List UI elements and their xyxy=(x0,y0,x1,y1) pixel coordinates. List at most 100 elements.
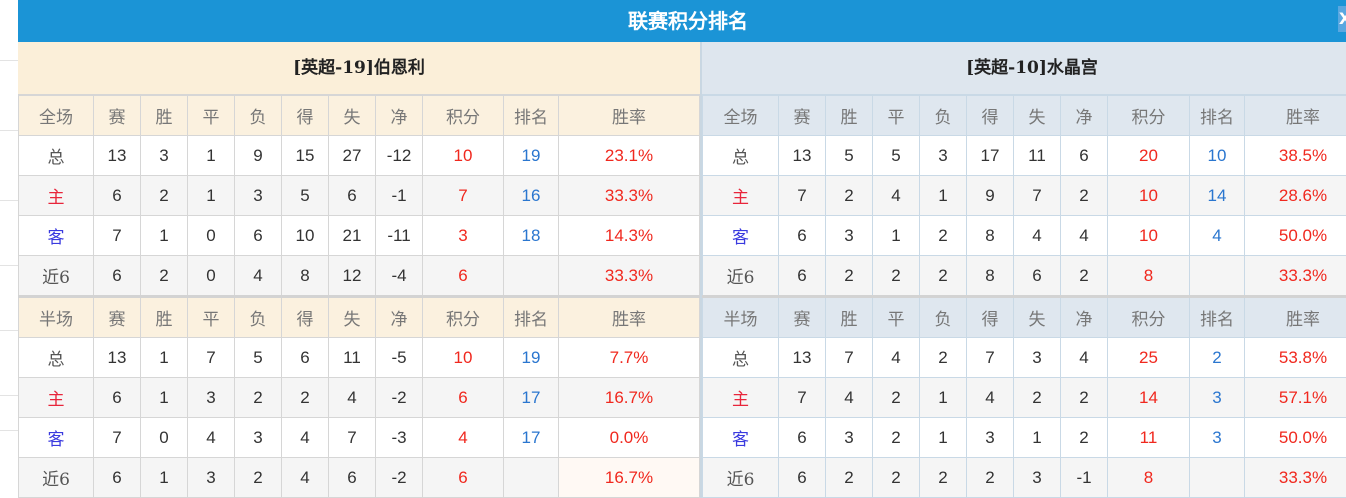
draws-cell: 5 xyxy=(873,136,920,176)
row-label-cell: 客 xyxy=(703,418,779,458)
column-header-win-rate: 胜率 xyxy=(559,297,700,338)
goals-against-cell: 7 xyxy=(329,418,376,458)
draws-cell: 0 xyxy=(188,256,235,297)
row-label-cell: 主 xyxy=(19,378,94,418)
win-rate-cell: 14.3% xyxy=(559,216,700,256)
goals-against-cell: 2 xyxy=(1014,378,1061,418)
full-header-row: 全场赛胜平负得失净积分排名胜率 xyxy=(19,96,700,136)
goals-for-cell: 4 xyxy=(282,418,329,458)
goals-against-cell: 4 xyxy=(1014,216,1061,256)
goal-diff-cell: -3 xyxy=(376,418,423,458)
goals-against-cell: 11 xyxy=(329,338,376,378)
row-label-cell: 主 xyxy=(703,176,779,216)
goal-diff-cell: -4 xyxy=(376,256,423,297)
win-rate-cell: 33.3% xyxy=(559,256,700,297)
team-name: [英超-10]水晶宫 xyxy=(702,42,1346,95)
wins-cell: 2 xyxy=(826,256,873,297)
goals-for-cell: 9 xyxy=(967,176,1014,216)
goals-against-cell: 27 xyxy=(329,136,376,176)
points-cell: 14 xyxy=(1108,378,1190,418)
losses-cell: 2 xyxy=(920,338,967,378)
column-header-row-label: 全场 xyxy=(703,96,779,136)
draws-cell: 4 xyxy=(188,418,235,458)
column-header-rank: 排名 xyxy=(1190,297,1245,338)
points-cell: 10 xyxy=(1108,216,1190,256)
wins-cell: 0 xyxy=(141,418,188,458)
column-header-played: 赛 xyxy=(94,297,141,338)
win-rate-cell: 16.7% xyxy=(559,378,700,418)
losses-cell: 3 xyxy=(235,418,282,458)
row-label-cell: 近6 xyxy=(703,256,779,297)
losses-cell: 1 xyxy=(920,176,967,216)
column-header-rank: 排名 xyxy=(504,297,559,338)
column-header-goals-against: 失 xyxy=(329,297,376,338)
column-header-row-label: 半场 xyxy=(19,297,94,338)
losses-cell: 5 xyxy=(235,338,282,378)
wins-cell: 5 xyxy=(826,136,873,176)
goals-for-cell: 10 xyxy=(282,216,329,256)
row-label-cell: 客 xyxy=(703,216,779,256)
losses-cell: 3 xyxy=(920,136,967,176)
column-header-goals-against: 失 xyxy=(1014,297,1061,338)
goal-diff-cell: 4 xyxy=(1061,338,1108,378)
column-header-wins: 胜 xyxy=(826,96,873,136)
column-header-goal-diff: 净 xyxy=(376,297,423,338)
played-cell: 6 xyxy=(94,378,141,418)
rank-cell: 16 xyxy=(504,176,559,216)
goal-diff-cell: -1 xyxy=(376,176,423,216)
win-rate-cell: 23.1% xyxy=(559,136,700,176)
played-cell: 13 xyxy=(779,338,826,378)
draws-cell: 1 xyxy=(188,176,235,216)
goals-for-cell: 8 xyxy=(282,256,329,297)
losses-cell: 9 xyxy=(235,136,282,176)
rank-cell: 4 xyxy=(1190,216,1245,256)
played-cell: 13 xyxy=(94,136,141,176)
goals-against-cell: 21 xyxy=(329,216,376,256)
goals-against-cell: 6 xyxy=(1014,256,1061,297)
draws-cell: 4 xyxy=(873,338,920,378)
team-name: [英超-19]伯恩利 xyxy=(18,42,700,95)
close-button[interactable]: X xyxy=(1338,6,1346,32)
wins-cell: 2 xyxy=(141,256,188,297)
draws-cell: 3 xyxy=(188,378,235,418)
column-header-points: 积分 xyxy=(423,96,504,136)
goals-for-cell: 8 xyxy=(967,256,1014,297)
row-label-cell: 客 xyxy=(19,216,94,256)
losses-cell: 1 xyxy=(920,418,967,458)
column-header-played: 赛 xyxy=(779,96,826,136)
row-label-cell: 主 xyxy=(703,378,779,418)
losses-cell: 2 xyxy=(920,216,967,256)
goals-against-cell: 1 xyxy=(1014,418,1061,458)
goal-diff-cell: -12 xyxy=(376,136,423,176)
column-header-goals-against: 失 xyxy=(1014,96,1061,136)
points-cell: 6 xyxy=(423,256,504,297)
column-header-goals-for: 得 xyxy=(282,297,329,338)
points-cell: 25 xyxy=(1108,338,1190,378)
column-header-win-rate: 胜率 xyxy=(1245,96,1346,136)
rank-cell: 2 xyxy=(1190,338,1245,378)
column-header-goals-for: 得 xyxy=(282,96,329,136)
rank-cell xyxy=(504,256,559,297)
column-header-losses: 负 xyxy=(920,297,967,338)
column-header-rank: 排名 xyxy=(1190,96,1245,136)
played-cell: 6 xyxy=(94,176,141,216)
goal-diff-cell: 2 xyxy=(1061,256,1108,297)
rank-cell: 17 xyxy=(504,378,559,418)
draws-cell: 1 xyxy=(188,136,235,176)
points-cell: 10 xyxy=(1108,176,1190,216)
column-header-losses: 负 xyxy=(235,96,282,136)
played-cell: 7 xyxy=(779,378,826,418)
column-header-rank: 排名 xyxy=(504,96,559,136)
points-cell: 7 xyxy=(423,176,504,216)
